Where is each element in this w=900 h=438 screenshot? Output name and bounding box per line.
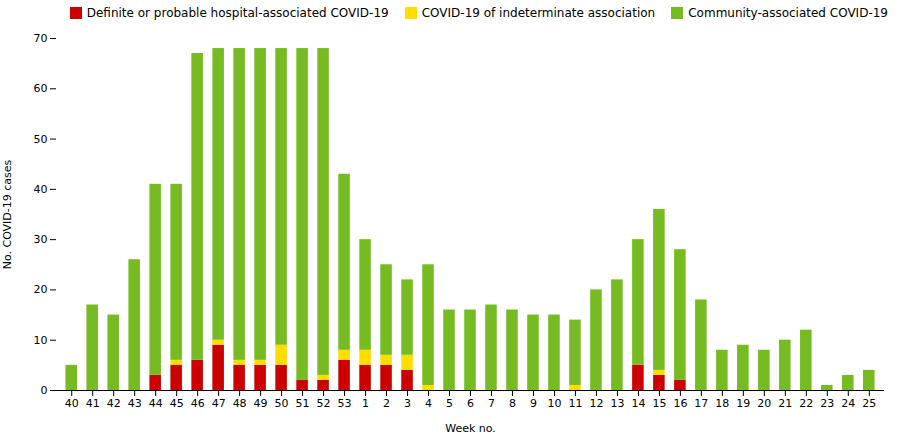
svg-text:0: 0 [41, 384, 48, 397]
svg-text:No. COVID-19 cases: No. COVID-19 cases [1, 159, 14, 269]
svg-text:2: 2 [383, 397, 390, 410]
html-text:Definite or probable hospital-: Definite or probable hospital-associated… [86, 6, 389, 20]
svg-text:17: 17 [694, 397, 708, 410]
svg-text:14: 14 [631, 397, 645, 410]
svg-text:48: 48 [233, 397, 247, 410]
svg-text:30: 30 [34, 233, 48, 246]
svg-text:22: 22 [799, 397, 813, 410]
svg-text:60: 60 [34, 82, 48, 95]
svg-text:41: 41 [86, 397, 100, 410]
svg-text:40: 40 [65, 397, 79, 410]
svg-text:43: 43 [128, 397, 142, 410]
svg-text:46: 46 [191, 397, 205, 410]
svg-text:1: 1 [362, 397, 369, 410]
svg-text:3: 3 [404, 397, 411, 410]
svg-text:20: 20 [757, 397, 771, 410]
svg-text:10: 10 [34, 334, 48, 347]
svg-text:7: 7 [488, 397, 495, 410]
svg-text:47: 47 [212, 397, 226, 410]
svg-text:51: 51 [296, 397, 310, 410]
svg-text:11: 11 [568, 397, 582, 410]
html-text:COVID-19 of indeterminate asso: COVID-19 of indeterminate association [421, 6, 656, 20]
svg-text:9: 9 [530, 397, 537, 410]
svg-text:13: 13 [610, 397, 624, 410]
svg-text:50: 50 [34, 133, 48, 146]
svg-text:52: 52 [317, 397, 331, 410]
svg-text:45: 45 [170, 397, 184, 410]
svg-text:25: 25 [862, 397, 876, 410]
svg-text:23: 23 [820, 397, 834, 410]
svg-text:19: 19 [736, 397, 750, 410]
svg-text:15: 15 [652, 397, 666, 410]
svg-text:10: 10 [547, 397, 561, 410]
svg-text:18: 18 [715, 397, 729, 410]
svg-text:24: 24 [841, 397, 855, 410]
svg-text:70: 70 [34, 32, 48, 45]
svg-text:53: 53 [338, 397, 352, 410]
html-text:Community-associated COVID-19: Community-associated COVID-19 [688, 6, 888, 20]
svg-text:12: 12 [589, 397, 603, 410]
svg-text:6: 6 [467, 397, 474, 410]
svg-text:4: 4 [425, 397, 432, 410]
svg-text:40: 40 [34, 183, 48, 196]
svg-text:42: 42 [107, 397, 121, 410]
svg-text:5: 5 [446, 397, 453, 410]
svg-text:20: 20 [34, 283, 48, 296]
svg-text:50: 50 [275, 397, 289, 410]
svg-text:49: 49 [254, 397, 268, 410]
svg-text:16: 16 [673, 397, 687, 410]
svg-text:Week no.: Week no. [445, 422, 496, 435]
svg-text:8: 8 [509, 397, 516, 410]
svg-text:44: 44 [149, 397, 163, 410]
svg-text:21: 21 [778, 397, 792, 410]
